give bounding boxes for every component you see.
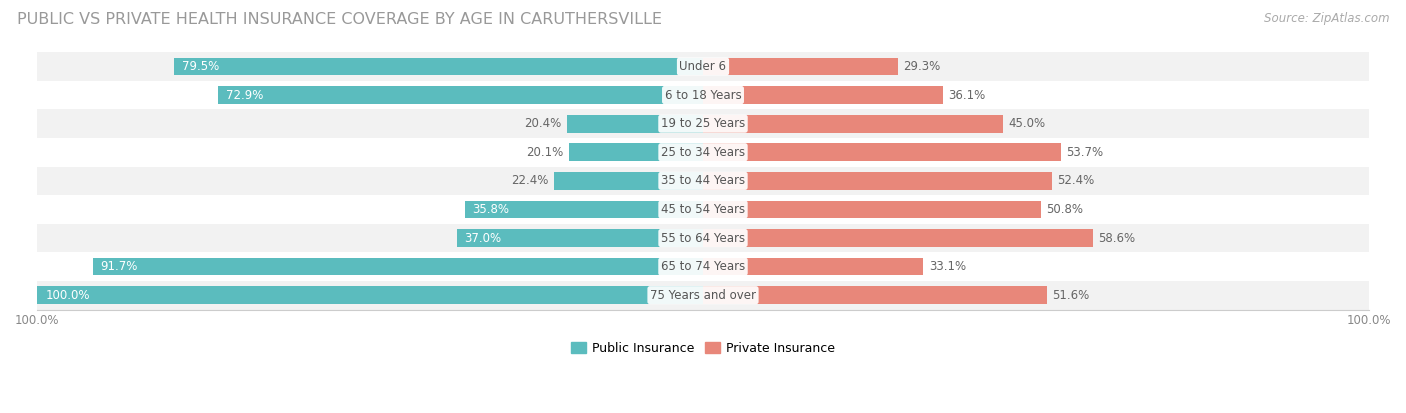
Text: 25 to 34 Years: 25 to 34 Years [661,146,745,159]
Bar [457,229,703,247]
Bar [567,115,703,133]
Bar [554,172,703,190]
Bar [37,281,1369,309]
Bar [37,286,703,304]
Text: 58.6%: 58.6% [1098,232,1136,244]
Bar [218,86,703,104]
Text: 45.0%: 45.0% [1008,117,1045,130]
Bar [703,115,1002,133]
Text: 36.1%: 36.1% [949,88,986,102]
Text: 22.4%: 22.4% [512,174,548,188]
Legend: Public Insurance, Private Insurance: Public Insurance, Private Insurance [567,337,839,360]
Bar [37,109,1369,138]
Text: 33.1%: 33.1% [929,260,966,273]
Text: 35 to 44 Years: 35 to 44 Years [661,174,745,188]
Text: 53.7%: 53.7% [1066,146,1102,159]
Bar [37,195,1369,224]
Text: 75 Years and over: 75 Years and over [650,289,756,302]
Bar [37,224,1369,252]
Bar [703,57,898,75]
Text: 79.5%: 79.5% [181,60,219,73]
Bar [703,143,1060,161]
Bar [703,86,943,104]
Text: 19 to 25 Years: 19 to 25 Years [661,117,745,130]
Bar [703,258,924,275]
Text: 6 to 18 Years: 6 to 18 Years [665,88,741,102]
Text: PUBLIC VS PRIVATE HEALTH INSURANCE COVERAGE BY AGE IN CARUTHERSVILLE: PUBLIC VS PRIVATE HEALTH INSURANCE COVER… [17,12,662,27]
Text: 29.3%: 29.3% [904,60,941,73]
Bar [37,252,1369,281]
Bar [703,286,1046,304]
Text: 91.7%: 91.7% [100,260,138,273]
Bar [37,138,1369,166]
Text: 20.4%: 20.4% [524,117,562,130]
Bar [37,52,1369,81]
Text: 100.0%: 100.0% [45,289,90,302]
Bar [703,201,1042,218]
Text: 37.0%: 37.0% [464,232,502,244]
Text: 55 to 64 Years: 55 to 64 Years [661,232,745,244]
Bar [703,172,1052,190]
Bar [569,143,703,161]
Text: Under 6: Under 6 [679,60,727,73]
Text: 20.1%: 20.1% [527,146,564,159]
Bar [174,57,703,75]
Text: Source: ZipAtlas.com: Source: ZipAtlas.com [1264,12,1389,25]
Text: 50.8%: 50.8% [1046,203,1084,216]
Bar [464,201,703,218]
Bar [93,258,703,275]
Text: 35.8%: 35.8% [472,203,509,216]
Bar [703,229,1092,247]
Text: 45 to 54 Years: 45 to 54 Years [661,203,745,216]
Text: 65 to 74 Years: 65 to 74 Years [661,260,745,273]
Text: 52.4%: 52.4% [1057,174,1094,188]
Bar [37,81,1369,109]
Bar [37,166,1369,195]
Text: 51.6%: 51.6% [1052,289,1090,302]
Text: 72.9%: 72.9% [225,88,263,102]
